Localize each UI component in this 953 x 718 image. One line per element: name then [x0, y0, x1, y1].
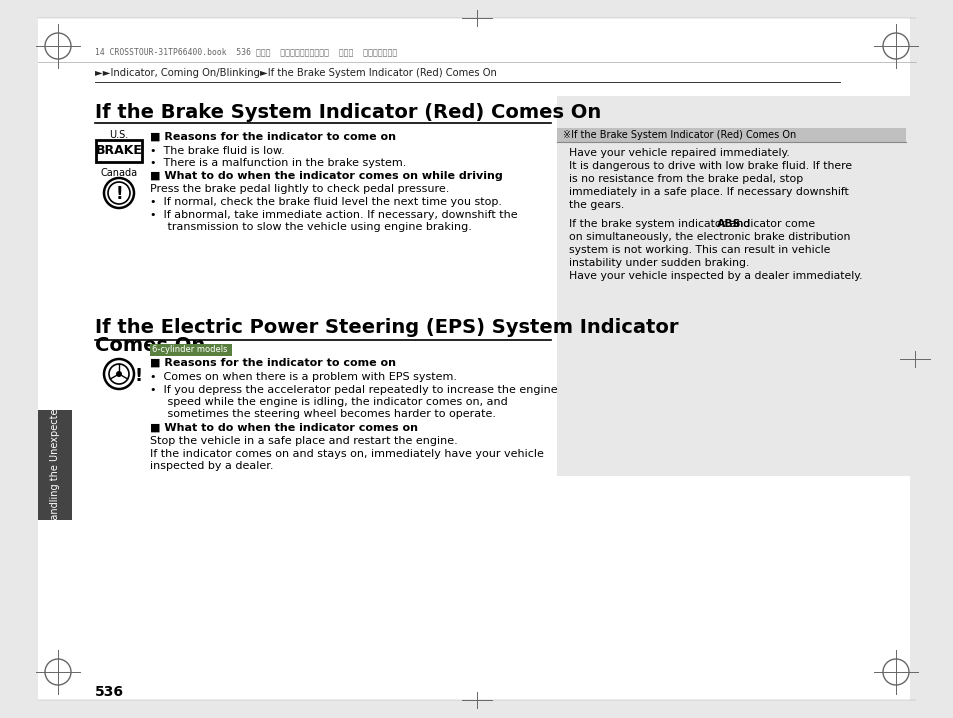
- Text: ■ What to do when the indicator comes on: ■ What to do when the indicator comes on: [150, 423, 417, 433]
- Bar: [38, 410, 71, 520]
- Text: Stop the vehicle in a safe place and restart the engine.: Stop the vehicle in a safe place and res…: [150, 436, 457, 446]
- Text: If the indicator comes on and stays on, immediately have your vehicle: If the indicator comes on and stays on, …: [150, 449, 543, 459]
- Text: !: !: [134, 367, 143, 385]
- Text: It is dangerous to drive with low brake fluid. If there: It is dangerous to drive with low brake …: [568, 161, 851, 171]
- Text: ※If the Brake System Indicator (Red) Comes On: ※If the Brake System Indicator (Red) Com…: [562, 130, 796, 140]
- Circle shape: [116, 371, 122, 377]
- Bar: [557, 96, 909, 476]
- Text: •  If abnormal, take immediate action. If necessary, downshift the: • If abnormal, take immediate action. If…: [150, 210, 517, 220]
- Text: system is not working. This can result in vehicle: system is not working. This can result i…: [568, 245, 829, 255]
- Text: Canada: Canada: [100, 168, 137, 178]
- Text: If the Brake System Indicator (Red) Comes On: If the Brake System Indicator (Red) Come…: [95, 103, 600, 122]
- Text: instability under sudden braking.: instability under sudden braking.: [568, 258, 749, 268]
- Bar: [557, 128, 905, 142]
- Bar: [150, 344, 232, 356]
- Text: Have your vehicle repaired immediately.: Have your vehicle repaired immediately.: [568, 148, 789, 158]
- Text: is no resistance from the brake pedal, stop: is no resistance from the brake pedal, s…: [568, 174, 802, 184]
- Text: If the brake system indicator and: If the brake system indicator and: [568, 219, 753, 229]
- Text: •  If you depress the accelerator pedal repeatedly to increase the engine: • If you depress the accelerator pedal r…: [150, 385, 558, 395]
- Text: the gears.: the gears.: [568, 200, 623, 210]
- Text: !: !: [115, 185, 123, 203]
- Text: If the Electric Power Steering (EPS) System Indicator: If the Electric Power Steering (EPS) Sys…: [95, 318, 678, 337]
- Text: ABS: ABS: [716, 219, 740, 229]
- Text: •  There is a malfunction in the brake system.: • There is a malfunction in the brake sy…: [150, 158, 406, 168]
- Text: sometimes the steering wheel becomes harder to operate.: sometimes the steering wheel becomes har…: [150, 409, 496, 419]
- Text: Comes On: Comes On: [95, 336, 205, 355]
- Text: Press the brake pedal lightly to check pedal pressure.: Press the brake pedal lightly to check p…: [150, 184, 449, 194]
- Text: •  If normal, check the brake fluid level the next time you stop.: • If normal, check the brake fluid level…: [150, 197, 501, 207]
- Text: BRAKE: BRAKE: [95, 144, 142, 157]
- Text: 6-cylinder models: 6-cylinder models: [152, 345, 227, 355]
- Bar: [96, 140, 142, 162]
- Text: ►►Indicator, Coming On/Blinking►If the Brake System Indicator (Red) Comes On: ►►Indicator, Coming On/Blinking►If the B…: [95, 68, 497, 78]
- Text: •  Comes on when there is a problem with EPS system.: • Comes on when there is a problem with …: [150, 372, 456, 382]
- Text: Have your vehicle inspected by a dealer immediately.: Have your vehicle inspected by a dealer …: [568, 271, 862, 281]
- Circle shape: [104, 178, 133, 208]
- Text: 536: 536: [95, 685, 124, 699]
- Text: inspected by a dealer.: inspected by a dealer.: [150, 461, 274, 471]
- Text: on simultaneously, the electronic brake distribution: on simultaneously, the electronic brake …: [568, 232, 849, 242]
- Text: transmission to slow the vehicle using engine braking.: transmission to slow the vehicle using e…: [150, 222, 472, 232]
- Text: ■ Reasons for the indicator to come on: ■ Reasons for the indicator to come on: [150, 132, 395, 142]
- Text: speed while the engine is idling, the indicator comes on, and: speed while the engine is idling, the in…: [150, 397, 507, 407]
- Text: U.S.: U.S.: [110, 130, 129, 140]
- Circle shape: [104, 359, 133, 389]
- Text: ■ Reasons for the indicator to come on: ■ Reasons for the indicator to come on: [150, 358, 395, 368]
- Text: •  The brake fluid is low.: • The brake fluid is low.: [150, 146, 284, 156]
- Text: indicator come: indicator come: [729, 219, 814, 229]
- Text: ■ What to do when the indicator comes on while driving: ■ What to do when the indicator comes on…: [150, 171, 502, 181]
- Text: 14 CROSSTOUR-31TP66400.book  536 ページ  ２０１３年１０月４日  金曜日  午後２時３２分: 14 CROSSTOUR-31TP66400.book 536 ページ ２０１３…: [95, 47, 396, 56]
- Text: Handling the Unexpected: Handling the Unexpected: [50, 403, 60, 527]
- Text: immediately in a safe place. If necessary downshift: immediately in a safe place. If necessar…: [568, 187, 848, 197]
